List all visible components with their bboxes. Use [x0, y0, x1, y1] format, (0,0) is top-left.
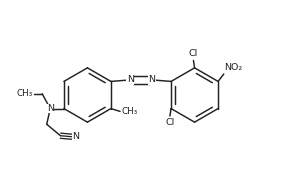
Text: N: N [72, 132, 79, 141]
Text: Cl: Cl [189, 49, 198, 58]
Text: N: N [127, 75, 134, 85]
Text: Cl: Cl [165, 118, 175, 127]
Text: CH₃: CH₃ [16, 89, 32, 98]
Text: CH₃: CH₃ [121, 107, 138, 116]
Text: N: N [47, 104, 54, 113]
Text: NO₂: NO₂ [224, 63, 243, 72]
Text: N: N [148, 75, 155, 85]
